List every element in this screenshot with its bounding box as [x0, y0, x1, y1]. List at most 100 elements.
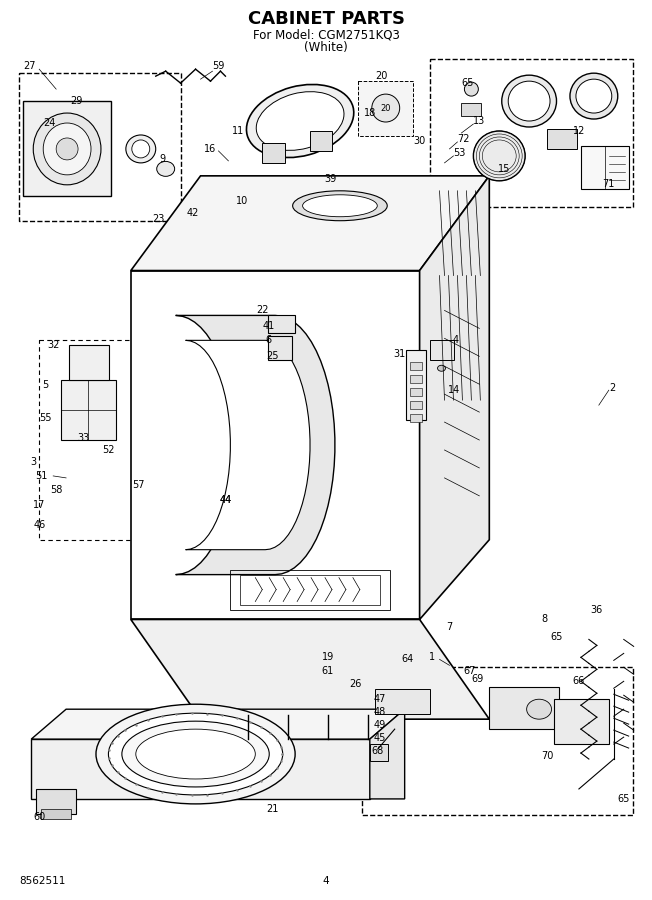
Bar [409, 414, 422, 422]
Bar [41, 809, 71, 819]
Polygon shape [186, 340, 310, 550]
Bar [409, 375, 422, 383]
Text: 24: 24 [43, 118, 55, 128]
Ellipse shape [239, 737, 258, 749]
Polygon shape [31, 709, 405, 739]
Text: For Model: CGM2751KQ3: For Model: CGM2751KQ3 [252, 29, 400, 41]
Text: 20: 20 [376, 71, 388, 81]
Text: 57: 57 [132, 480, 145, 490]
Text: 25: 25 [266, 351, 278, 361]
Ellipse shape [108, 713, 283, 795]
Ellipse shape [136, 729, 256, 779]
Text: 2: 2 [610, 383, 616, 393]
Text: 10: 10 [236, 196, 248, 206]
Text: 8: 8 [541, 615, 547, 625]
Text: 31: 31 [394, 349, 406, 359]
Polygon shape [370, 744, 388, 761]
Text: 30: 30 [413, 136, 426, 146]
Text: 16: 16 [204, 144, 216, 154]
Polygon shape [370, 709, 405, 799]
Ellipse shape [256, 92, 344, 150]
Ellipse shape [502, 76, 557, 127]
Polygon shape [406, 350, 426, 420]
Text: 65: 65 [617, 794, 630, 804]
Text: 48: 48 [374, 707, 386, 717]
Ellipse shape [132, 140, 150, 158]
Ellipse shape [508, 81, 550, 121]
Polygon shape [37, 789, 76, 814]
Ellipse shape [322, 739, 334, 747]
Text: 27: 27 [23, 61, 35, 71]
Text: 47: 47 [374, 694, 386, 704]
Polygon shape [131, 271, 420, 619]
Polygon shape [420, 176, 489, 619]
Ellipse shape [126, 135, 156, 163]
Ellipse shape [243, 739, 254, 747]
Text: 36: 36 [591, 605, 603, 615]
Ellipse shape [464, 82, 479, 96]
Text: 66: 66 [573, 676, 585, 687]
Polygon shape [489, 688, 559, 729]
Bar [20, 73, 181, 220]
Ellipse shape [33, 113, 101, 184]
Text: 12: 12 [572, 126, 585, 136]
Text: 17: 17 [33, 500, 46, 509]
Ellipse shape [437, 365, 445, 371]
Text: 20: 20 [381, 104, 391, 112]
Text: 51: 51 [35, 471, 48, 481]
Text: 44: 44 [219, 495, 231, 505]
Text: 14: 14 [449, 385, 460, 395]
Text: CABINET PARTS: CABINET PARTS [248, 10, 404, 28]
Text: 21: 21 [266, 804, 278, 814]
Text: 33: 33 [77, 433, 89, 443]
Text: 39: 39 [324, 174, 336, 184]
Ellipse shape [362, 739, 374, 747]
Text: 72: 72 [457, 134, 469, 144]
Polygon shape [375, 689, 430, 715]
Text: 3: 3 [30, 457, 37, 467]
Text: 19: 19 [322, 652, 334, 662]
Text: 8562511: 8562511 [20, 876, 66, 886]
Ellipse shape [318, 737, 338, 749]
Text: 55: 55 [39, 413, 52, 423]
Text: 18: 18 [364, 108, 376, 118]
Bar [409, 363, 422, 370]
Polygon shape [31, 739, 370, 799]
Bar [409, 401, 422, 410]
Text: 64: 64 [402, 654, 414, 664]
Text: 68: 68 [372, 746, 384, 756]
Text: (White): (White) [304, 40, 348, 54]
Ellipse shape [246, 85, 354, 158]
Bar [362, 667, 632, 814]
Polygon shape [430, 340, 454, 360]
Text: 49: 49 [374, 720, 386, 730]
Polygon shape [131, 176, 489, 271]
Polygon shape [61, 380, 116, 440]
Text: 4: 4 [452, 336, 458, 346]
Polygon shape [175, 315, 335, 574]
Polygon shape [310, 131, 332, 151]
Text: 53: 53 [453, 148, 466, 157]
Text: 45: 45 [374, 734, 386, 743]
Polygon shape [554, 699, 609, 744]
Text: 4: 4 [323, 876, 329, 886]
Text: 9: 9 [160, 154, 166, 164]
Text: 67: 67 [463, 666, 475, 676]
Ellipse shape [576, 79, 612, 113]
Polygon shape [268, 315, 295, 333]
Text: 11: 11 [232, 126, 244, 136]
Text: 41: 41 [262, 321, 274, 331]
Ellipse shape [303, 194, 378, 217]
Ellipse shape [122, 721, 269, 787]
Text: 23: 23 [153, 213, 165, 224]
Polygon shape [262, 143, 285, 163]
Text: 32: 32 [47, 340, 59, 350]
Text: 42: 42 [186, 208, 199, 218]
Text: 1: 1 [428, 652, 435, 662]
Text: 70: 70 [541, 752, 554, 761]
Text: 69: 69 [471, 674, 484, 684]
Text: 26: 26 [349, 680, 362, 689]
Ellipse shape [372, 94, 400, 122]
Ellipse shape [43, 123, 91, 175]
Ellipse shape [358, 737, 378, 749]
